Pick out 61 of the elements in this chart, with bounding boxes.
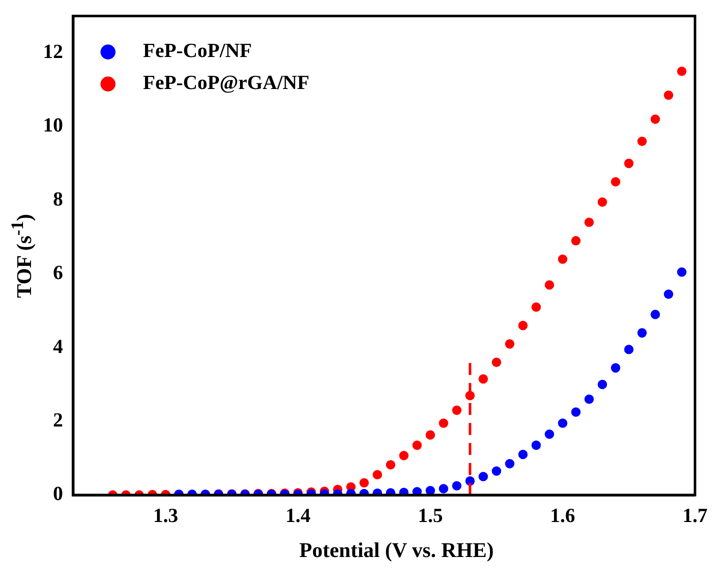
y-tick-label: 8: [53, 188, 63, 210]
point: [664, 90, 674, 100]
point: [650, 114, 660, 124]
point: [438, 484, 448, 494]
point: [359, 478, 369, 488]
point: [558, 254, 568, 264]
point: [505, 339, 514, 349]
point: [518, 320, 528, 330]
point: [426, 430, 436, 440]
point: [571, 236, 581, 246]
point: [624, 158, 634, 168]
x-tick-label: 1.5: [418, 505, 443, 528]
point: [492, 466, 502, 476]
point: [492, 358, 502, 368]
point: [584, 218, 594, 228]
point: [571, 407, 581, 417]
point: [637, 328, 647, 338]
x-tick-label: 1.6: [550, 505, 576, 528]
legend-label: FeP-CoP@rGA/NF: [143, 72, 310, 94]
point: [452, 406, 462, 415]
point: [386, 460, 396, 470]
point: [650, 310, 660, 320]
y-tick-label: 2: [53, 409, 63, 432]
x-tick-label: 1.7: [682, 505, 708, 528]
x-axis-title: Potential (V vs. RHE): [298, 538, 495, 563]
y-tick-label: 10: [43, 114, 63, 137]
point: [399, 450, 409, 460]
x-tick-label: 1.3: [153, 505, 178, 528]
y-tick-label: 4: [53, 336, 63, 358]
point: [372, 470, 382, 480]
point: [610, 363, 620, 373]
point: [637, 136, 647, 146]
point: [531, 302, 541, 312]
point: [438, 418, 448, 428]
point: [610, 177, 620, 187]
point: [544, 280, 554, 290]
point: [399, 488, 409, 495]
y-tick-label: 6: [53, 262, 63, 284]
point: [505, 458, 514, 468]
point: [598, 197, 608, 207]
point: [531, 440, 541, 450]
point: [677, 66, 686, 76]
point: [558, 418, 568, 428]
x-tick-label: 1.4: [285, 505, 310, 528]
point: [518, 450, 528, 460]
point: [412, 440, 422, 450]
point: [426, 486, 436, 495]
y-tick-label: 12: [43, 41, 63, 64]
point: [478, 472, 488, 482]
point: [386, 488, 396, 495]
point: [624, 344, 634, 354]
point: [677, 267, 686, 277]
point: [412, 486, 422, 495]
y-tick-label: 0: [53, 483, 63, 506]
point: [584, 394, 594, 404]
point: [598, 380, 608, 390]
point: [544, 430, 554, 439]
point: [452, 481, 462, 490]
point: [664, 289, 674, 299]
legend-label: FeP-CoP/NF: [143, 40, 252, 62]
point: [478, 374, 488, 384]
